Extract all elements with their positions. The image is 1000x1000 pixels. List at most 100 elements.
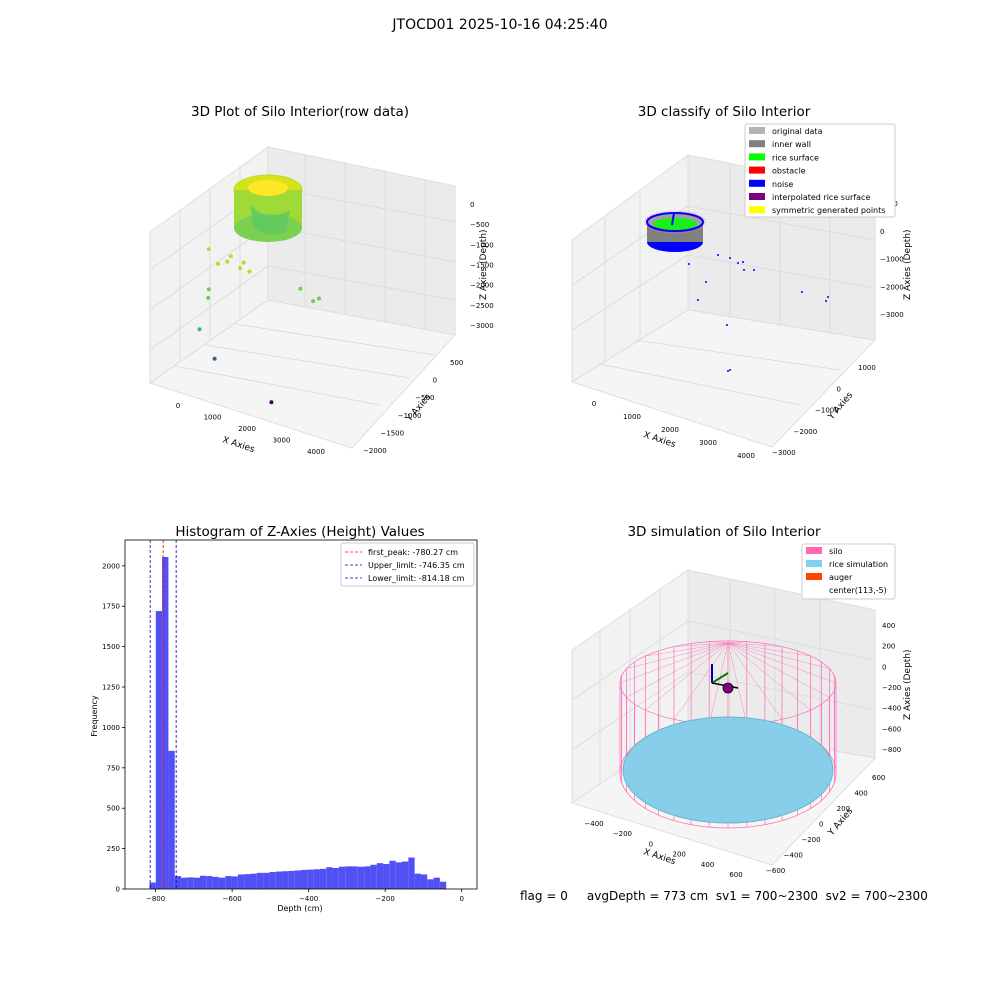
x-tick-label: 1000 [204,414,222,422]
silo-roof-line [727,642,783,647]
x-tick-label: −400 [584,820,603,828]
raw-data-point [241,260,246,265]
histogram-bar [307,869,314,889]
silo-roof-line [727,641,747,644]
noise-point [726,324,728,326]
plot-frame [124,539,478,890]
status-line: flag = 0 avgDepth = 773 cm sv1 = 700~230… [520,889,928,903]
raw-points-cluster [233,174,303,242]
histogram-bar [263,872,270,889]
histogram-bar [383,863,390,889]
y-tick-label: 250 [107,845,120,853]
z-tick-label: 400 [882,622,895,630]
legend-swatch [749,193,765,200]
z-axis-label: Z Axies (Depth) [903,649,913,720]
y-tick-labels: 500 0 −500 −1000 −1500 −2000 [363,359,463,455]
noise-point [742,261,744,263]
x-tick-label: 400 [701,861,714,869]
raw-data-point [206,287,211,292]
axes-panes [570,154,877,448]
y-tick-label: −400 [784,852,803,860]
axis-ticks: −400 −200 0 200 400 600 600 400 200 0 −200 −400 −60… [584,622,901,879]
x-axis-label: X Axies [221,435,256,455]
z-tick-label: −1000 [880,256,904,264]
histogram-bar [231,876,238,889]
legend-label: inner wall [772,140,811,149]
raw-data-point [269,400,274,405]
x-tick-labels: 0 1000 2000 3000 4000 [592,400,755,460]
silo-roof-line [709,641,729,644]
noise-point [825,300,827,302]
legend-label: noise [772,180,793,189]
axes-panes [148,146,456,449]
silo-roof-line [727,642,747,725]
x-tick-label: −400 [299,895,318,903]
histogram-bar [319,868,327,889]
legend-label: interpolated rice surface [772,193,870,202]
silo-roof-line [673,642,729,647]
z-tick-label: −600 [882,725,901,733]
histogram-bar [408,857,415,889]
histogram-bar [326,867,333,889]
histogram-bar [294,870,301,889]
z-tick-label: −200 [882,684,901,692]
y-tick-label: 500 [107,805,120,813]
figure-title: JTOCD01 2025-10-16 04:25:40 [392,17,608,33]
raw-data-point [311,299,316,304]
x-tick-label: 0 [649,840,653,848]
y-tick-label: 1000 [102,724,120,732]
legend-label: original data [772,127,823,136]
raw-data-point [228,254,233,259]
legend-swatch [749,179,765,187]
silo-roof-line [626,642,729,669]
z-axis-label: Z Axies (Depth) [903,229,913,300]
x-tick-label: 3000 [273,437,291,445]
z-tick-label: −2000 [880,283,904,291]
histogram-bar [301,869,308,889]
legend-label: obstacle [772,167,806,176]
x-tick-label: 4000 [737,452,755,460]
legend: silo rice simulation auger center(113,-5) [801,543,896,600]
legend-swatch [749,166,765,174]
silo-roof-line [673,642,729,720]
raw-data-point [206,247,211,252]
legend-label: rice simulation [829,560,888,569]
x-tick-labels: −400 −200 0 200 400 600 [584,820,742,879]
silo-roof-line [727,642,811,711]
histogram-bar [439,881,447,889]
y-tick-label: −3000 [772,449,796,457]
histogram-bar [162,556,169,889]
histogram-bar [370,864,377,889]
classify-plot-title: 3D classify of Silo Interior [637,104,811,120]
z-axis-label: Z Axies (Depth) [479,229,489,300]
noise-point [705,281,707,283]
z-tick-label: −1000 [470,241,494,249]
y-tick-label: −1000 [815,407,839,415]
histogram-bar [282,871,289,889]
raw-data-point [225,259,230,264]
raw-data-point [206,295,211,300]
x-tick-label: 4000 [307,448,325,456]
x-tick-label: 0 [459,895,463,903]
histogram-bar [225,876,232,889]
z-tick-label: −400 [882,705,901,713]
legend: original data inner wall rice surface obsta… [744,123,896,218]
silo-roof-line [727,642,783,720]
x-axis-label: Depth (cm) [277,904,322,913]
y-tick-label: 0 [433,377,437,385]
y-tick-label: −1500 [380,429,404,437]
raw-data-point [197,327,202,332]
y-tick-label: 600 [872,774,885,782]
x-tick-label: 0 [176,402,180,410]
noise-point [717,254,719,256]
raw-data-point [247,269,252,274]
raw-points [197,247,321,405]
z-tick-label: −2500 [470,302,494,310]
x-tick-label: −200 [376,895,395,903]
auger-marker [711,664,739,694]
raw-data-point [238,266,243,271]
noise-point [827,296,829,298]
legend: first_peak: -780.27 cm Upper_limit: -746.… [340,542,475,587]
